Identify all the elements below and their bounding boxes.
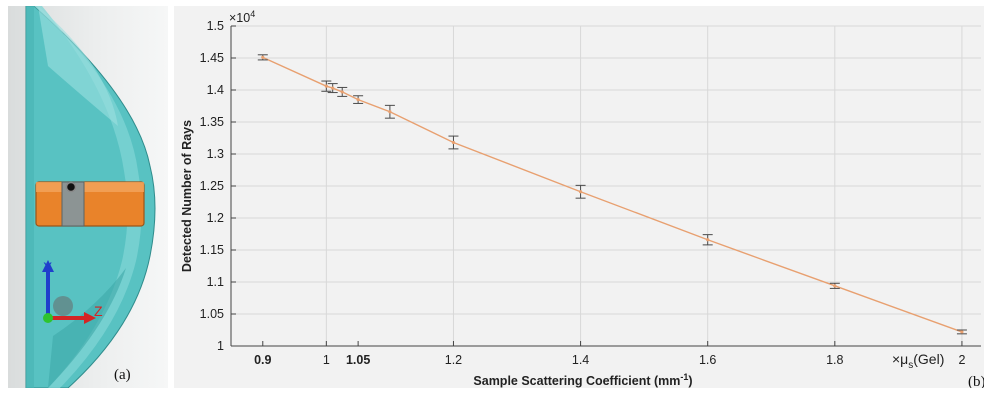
y-tick-labels: 1 1.05 1.1 1.15 1.2 1.25 1.3 1.35 1.4 1.45 1.5 (200, 19, 224, 353)
errorbar (353, 96, 363, 104)
data-point (357, 98, 360, 101)
x-unit-label: ×μs(Gel) (892, 351, 944, 371)
y-tick-label: 1.45 (200, 51, 224, 65)
origin-point (43, 313, 53, 323)
model-illustration-panel: X Z (a) (8, 6, 168, 388)
scatter-coefficient-chart: 1 1.05 1.1 1.15 1.2 1.25 1.3 1.35 1.4 1.45 1.5 0.9… (174, 6, 984, 388)
probe-highlight (36, 182, 144, 192)
errorbar (448, 136, 458, 149)
errorbar-layer (258, 55, 967, 334)
y-tick-label: 1.25 (200, 179, 224, 193)
x-tick-label: 1.8 (826, 353, 843, 367)
data-point (960, 330, 963, 333)
y-tick-label: 1.2 (207, 211, 224, 225)
x-axis-title: Sample Scattering Coefficient (mm-1) (473, 372, 692, 388)
x-tick-labels: 0.9 1 1.05 1.2 1.4 1.6 1.8 2 (254, 353, 965, 367)
x-tick-label: 1.2 (445, 353, 462, 367)
data-point (833, 284, 836, 287)
x-tick-label: 1.05 (346, 353, 370, 367)
y-tick-label: 1.5 (207, 19, 224, 33)
x-tick-label: 2 (958, 353, 965, 367)
data-point (325, 85, 328, 88)
panel-a-label: (a) (114, 367, 131, 384)
y-tick-label: 1.35 (200, 115, 224, 129)
errorbar (337, 87, 347, 96)
series-line-layer (263, 57, 962, 332)
origin-shadow (53, 296, 73, 316)
x-axis-label: X (43, 259, 53, 275)
dome-edge (26, 6, 34, 388)
y-tick-label: 1.4 (207, 83, 224, 97)
panel-b-label: (b) (968, 374, 984, 388)
errorbar (703, 235, 713, 245)
data-point (331, 86, 334, 89)
series-line (263, 57, 962, 332)
source-point (67, 183, 76, 192)
probe-model-drawing: X Z (8, 6, 168, 388)
errorbar (576, 185, 586, 198)
x-tick-label: 1.4 (572, 353, 589, 367)
data-point (261, 56, 264, 59)
y-tick-label: 1.05 (200, 307, 224, 321)
data-point (452, 141, 455, 144)
y-tick-label: 1 (217, 339, 224, 353)
z-axis-label: Z (94, 303, 103, 319)
data-point (341, 90, 344, 93)
data-point (706, 238, 709, 241)
y-tick-label: 1.15 (200, 243, 224, 257)
errorbar (385, 105, 395, 118)
x-tick-label: 1.6 (699, 353, 716, 367)
x-tick-label: 1 (323, 353, 330, 367)
y-tick-label: 1.1 (207, 275, 224, 289)
y-exponent-label: ×104 (229, 9, 255, 25)
x-tick-label: 0.9 (254, 353, 271, 367)
data-point (388, 110, 391, 113)
y-tick-label: 1.3 (207, 147, 224, 161)
chart-panel: 1 1.05 1.1 1.15 1.2 1.25 1.3 1.35 1.4 1.45 1.5 0.9… (174, 6, 984, 388)
y-axis-title: Detected Number of Rays (180, 120, 194, 272)
data-point (579, 190, 582, 193)
